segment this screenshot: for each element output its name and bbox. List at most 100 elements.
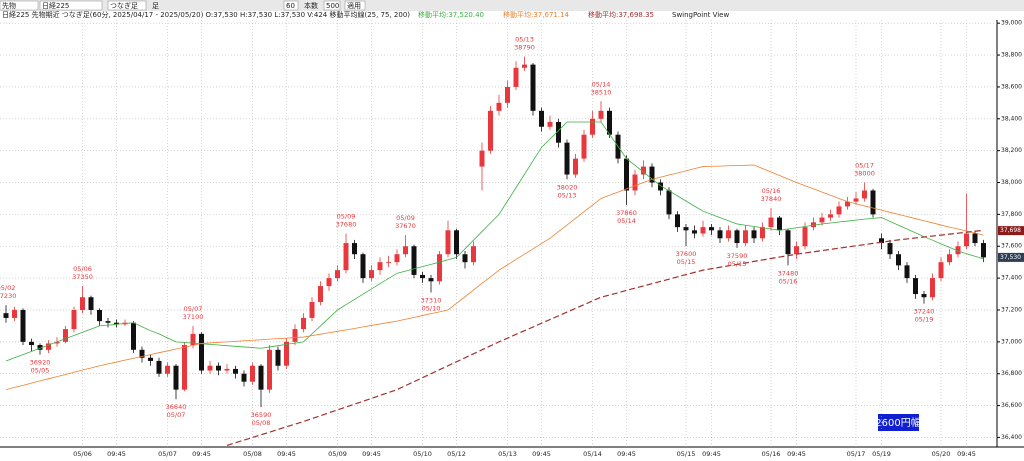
toolbar-label: 本数	[304, 1, 318, 10]
swing-date: 05/16	[762, 187, 781, 195]
x-tick-label: 05/10	[413, 450, 432, 458]
candle-body	[828, 214, 833, 218]
candle-body	[97, 309, 102, 322]
swing-price: 37350	[72, 273, 93, 281]
candle-body	[819, 217, 825, 223]
x-tick-label: 05/09	[328, 450, 347, 458]
candle-body	[768, 217, 774, 228]
candle-body	[802, 227, 808, 247]
toolbar-control[interactable]	[39, 0, 103, 11]
swing-date: 05/14	[617, 217, 636, 225]
swing-price: 36920	[30, 359, 51, 367]
range-label: 2600円幅	[875, 416, 920, 429]
candle-body	[955, 246, 961, 255]
candle-body	[853, 198, 859, 202]
candle-body	[20, 309, 26, 342]
candle-body	[564, 142, 570, 175]
toolbar-control[interactable]	[107, 0, 147, 11]
toolbar-label[interactable]: つなぎ足	[110, 1, 138, 10]
swing-price: 38790	[514, 44, 535, 52]
candle-body	[37, 345, 43, 350]
candle-body	[114, 322, 119, 325]
candle-body	[131, 322, 136, 350]
toolbar-control[interactable]	[323, 0, 341, 11]
candle-body	[386, 262, 391, 263]
swing-price: 37600	[676, 250, 697, 258]
swing-date: 05/06	[73, 265, 92, 273]
swing-date: 05/13	[558, 191, 577, 199]
candle-body	[488, 110, 493, 151]
candle-body	[377, 262, 383, 271]
candle-body	[964, 233, 969, 247]
swing-price: 38000	[854, 170, 875, 178]
candle-body	[250, 365, 255, 382]
candle-body	[369, 270, 374, 279]
candle-body	[420, 274, 425, 279]
candle-body	[581, 134, 587, 159]
candle-body	[845, 201, 850, 207]
swing-date: 05/09	[337, 213, 356, 221]
candle-body	[590, 118, 595, 135]
candle-body	[573, 158, 578, 175]
toolbar-control[interactable]	[283, 0, 299, 11]
x-tick-label: 05/16	[762, 450, 781, 458]
candle-body	[301, 317, 306, 330]
price-marker	[998, 226, 1024, 236]
candle-body	[785, 230, 791, 255]
swing-date: 05/02	[0, 284, 15, 292]
candle-body	[3, 313, 9, 318]
candle-body	[811, 222, 816, 228]
x-tick-label: 09:45	[787, 450, 806, 458]
candle-body	[624, 158, 629, 191]
toolbar-label[interactable]: 500	[326, 2, 339, 10]
candle-body	[658, 182, 663, 191]
candle-body	[539, 110, 544, 127]
candle-body	[734, 230, 740, 244]
candle-body	[12, 309, 17, 318]
x-tick-label: 05/12	[447, 450, 466, 458]
candle-body	[479, 150, 485, 167]
x-tick-label: 05/19	[872, 450, 891, 458]
swing-date: 05/07	[167, 411, 186, 419]
swing-price: 36590	[251, 411, 272, 419]
swing-date: 05/15	[728, 260, 747, 268]
candle-body	[216, 365, 221, 371]
candle-body	[887, 243, 893, 255]
toolbar-control[interactable]	[0, 0, 39, 11]
swing-date: 05/09	[396, 214, 415, 222]
y-tick-label: 36,400	[1001, 434, 1022, 441]
toolbar-label[interactable]: 日経225	[42, 1, 69, 10]
candle-body	[794, 246, 799, 255]
candle-body	[445, 230, 451, 255]
candle-body	[751, 230, 757, 239]
swing-price: 37240	[914, 308, 935, 316]
candle-body	[607, 110, 612, 135]
candle-body	[496, 102, 502, 111]
candle-body	[148, 357, 153, 361]
x-tick-label: 05/14	[583, 450, 602, 458]
candle-body	[836, 206, 842, 215]
toolbar-label[interactable]: 60	[286, 2, 295, 10]
toolbar-bg	[0, 0, 1024, 11]
candle-body	[71, 309, 77, 330]
chart-title: 日経225 先物期近 つなぎ足(60分, 2025/04/17 - 2025/0…	[2, 10, 410, 19]
candle-body	[683, 227, 689, 231]
price-marker-label: 37,530	[1000, 254, 1021, 261]
candle-body	[513, 67, 519, 87]
candle-body	[258, 365, 264, 390]
toolbar-label[interactable]: 先物	[2, 1, 16, 10]
candle-body	[190, 333, 196, 346]
x-tick-label: 05/15	[677, 450, 696, 458]
swing-date: 05/14	[592, 80, 611, 88]
toolbar-control[interactable]	[344, 0, 366, 11]
candle-body	[63, 329, 68, 342]
candle-body	[182, 345, 187, 390]
swing-price: 37860	[616, 209, 637, 217]
swing-price: 37310	[421, 296, 442, 304]
candle-body	[352, 243, 357, 255]
candle-body	[335, 270, 340, 279]
candle-body	[173, 365, 179, 390]
candle-body	[675, 214, 680, 228]
candle-body	[692, 230, 697, 234]
toolbar-label[interactable]: 適用	[347, 1, 361, 10]
